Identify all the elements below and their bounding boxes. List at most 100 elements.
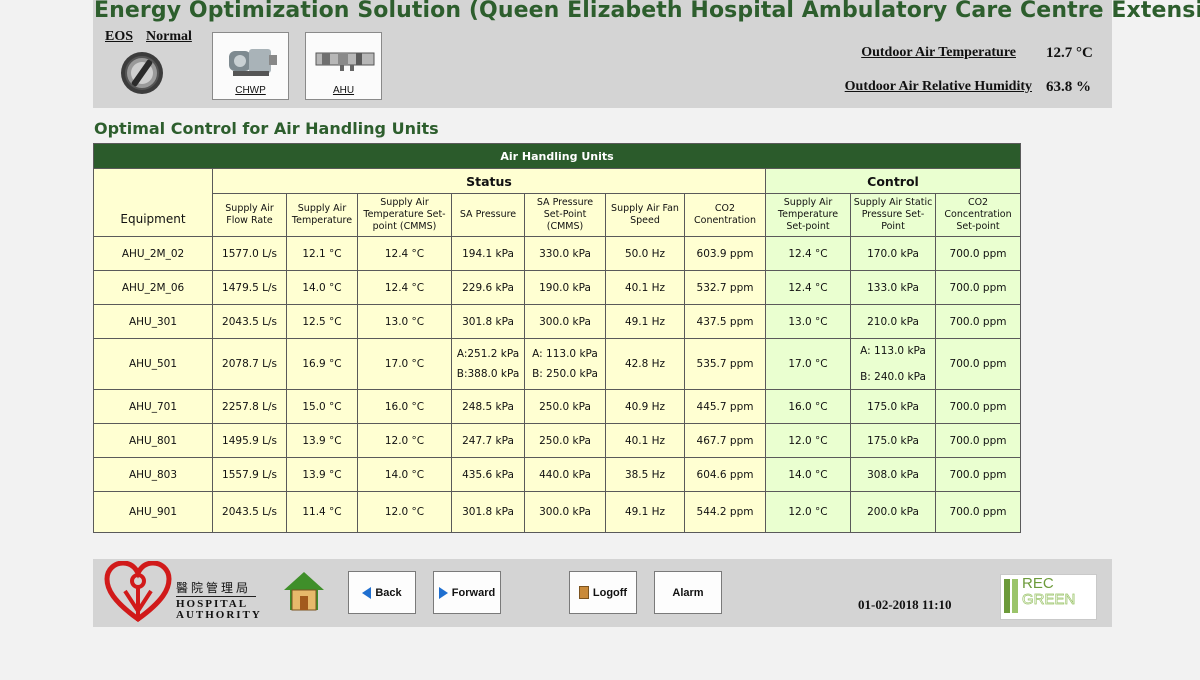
flow-cell: 1557.9 L/s (212, 457, 287, 492)
nav-tile-chwp[interactable]: CHWP (212, 32, 289, 100)
sa-pressure-cell: 301.8 kPa (451, 304, 525, 339)
fan-speed-cell: 40.1 Hz (605, 270, 685, 305)
equipment-cell[interactable]: AHU_803 (93, 457, 213, 492)
ctrl-co2-sp-cell[interactable]: 700.0 ppm (934, 457, 1022, 492)
fan-speed-cell: 42.8 Hz (605, 338, 685, 390)
temp-sp-cmms-cell: 16.0 °C (357, 389, 452, 424)
equipment-cell[interactable]: AHU_301 (93, 304, 213, 339)
logoff-button[interactable]: Logoff (569, 571, 637, 614)
ctrl-static-sp-cell[interactable]: 170.0 kPa (850, 236, 936, 271)
ctrl-co2-sp-cell[interactable]: 700.0 ppm (934, 491, 1022, 533)
logo-en-2: AUTHORITY (176, 609, 262, 621)
equipment-cell[interactable]: AHU_501 (93, 338, 213, 390)
sa-pressure-cell: 194.1 kPa (451, 236, 525, 271)
col-header: Supply Air Fan Speed (605, 193, 685, 237)
control-header: Control (764, 168, 1022, 194)
co2-cell: 603.9 ppm (684, 236, 766, 271)
fan-speed-cell: 40.1 Hz (605, 423, 685, 458)
sa-pressure-cell: A:251.2 kPa B:388.0 kPa (451, 338, 525, 390)
sa-pressure-cell: 248.5 kPa (451, 389, 525, 424)
rec-bar-1 (1004, 579, 1010, 613)
forward-arrow-icon (438, 586, 448, 599)
forward-button[interactable]: Forward (433, 571, 501, 614)
hospital-authority-logo-icon (103, 560, 173, 625)
flow-cell: 2043.5 L/s (212, 491, 287, 533)
equipment-cell[interactable]: AHU_801 (93, 423, 213, 458)
equipment-cell[interactable]: AHU_901 (93, 491, 213, 533)
rec-bar-2 (1012, 579, 1018, 613)
flow-cell: 2257.8 L/s (212, 389, 287, 424)
ctrl-co2-sp-cell[interactable]: 700.0 ppm (934, 389, 1022, 424)
fan-speed-cell: 50.0 Hz (605, 236, 685, 271)
col-header: Supply Air Static Pressure Set-Point (850, 193, 936, 237)
logo-cn-text: 醫院管理局 (176, 581, 252, 595)
alarm-label: Alarm (672, 586, 704, 599)
ctrl-static-sp-cell[interactable]: 210.0 kPa (850, 304, 936, 339)
ctrl-static-sp-cell[interactable]: 133.0 kPa (850, 270, 936, 305)
col-header: Supply Air Temperature Set-point (CMMS) (357, 193, 452, 237)
ctrl-static-sp-cell[interactable]: 308.0 kPa (850, 457, 936, 492)
equipment-cell[interactable]: AHU_701 (93, 389, 213, 424)
col-header: SA Pressure (451, 193, 525, 237)
sa-pressure-sp-cell: 190.0 kPa (524, 270, 606, 305)
ctrl-temp-sp-cell[interactable]: 17.0 °C (765, 338, 851, 390)
back-label: Back (375, 586, 402, 599)
home-icon[interactable] (282, 570, 326, 612)
nav-tile-ahu[interactable]: AHU (305, 32, 382, 100)
temp-sp-cmms-cell: 13.0 °C (357, 304, 452, 339)
table-row: AHU_2M_06 1479.5 L/s 14.0 °C 12.4 °C 229… (93, 270, 1022, 305)
nav-tile-chwp-label: CHWP (235, 85, 266, 96)
ctrl-co2-sp-cell[interactable]: 700.0 ppm (934, 304, 1022, 339)
ctrl-temp-sp-cell[interactable]: 16.0 °C (765, 389, 851, 424)
logoff-label: Logoff (592, 586, 628, 599)
mode-label[interactable]: Normal (146, 29, 192, 44)
ctrl-temp-sp-cell[interactable]: 12.4 °C (765, 236, 851, 271)
alarm-button[interactable]: Alarm (654, 571, 722, 614)
outdoor-rh-value: 63.8 % (1046, 79, 1091, 95)
temp-cell: 11.4 °C (286, 491, 358, 533)
ctrl-temp-sp-cell[interactable]: 12.4 °C (765, 270, 851, 305)
sa-pressure-sp-cell: 250.0 kPa (524, 389, 606, 424)
ctrl-co2-sp-cell[interactable]: 700.0 ppm (934, 270, 1022, 305)
temp-cell: 12.1 °C (286, 236, 358, 271)
ahu-icon (315, 52, 375, 71)
temp-sp-cmms-cell: 12.4 °C (357, 270, 452, 305)
flow-cell: 1577.0 L/s (212, 236, 287, 271)
back-arrow-icon (362, 586, 372, 599)
logo-en-1: HOSPITAL (176, 598, 249, 610)
ctrl-static-sp-cell[interactable]: 175.0 kPa (850, 423, 936, 458)
ctrl-static-sp-cell[interactable]: A: 113.0 kPa B: 240.0 kPa (850, 338, 936, 390)
sa-pressure-cell: 435.6 kPa (451, 457, 525, 492)
ctrl-co2-sp-cell[interactable]: 700.0 ppm (934, 338, 1022, 390)
ctrl-static-sp-cell[interactable]: 200.0 kPa (850, 491, 936, 533)
sa-pressure-sp-cell: 300.0 kPa (524, 304, 606, 339)
back-button[interactable]: Back (348, 571, 416, 614)
ctrl-temp-sp-cell[interactable]: 13.0 °C (765, 304, 851, 339)
ctrl-static-sp-cell[interactable]: 175.0 kPa (850, 389, 936, 424)
ctrl-static-sp-b[interactable]: B: 240.0 kPa (860, 371, 926, 383)
app-title: Energy Optimization Solution (Queen Eliz… (94, 0, 1200, 23)
ctrl-co2-sp-cell[interactable]: 700.0 ppm (934, 423, 1022, 458)
ctrl-static-sp-a[interactable]: A: 113.0 kPa (860, 345, 926, 357)
equipment-cell[interactable]: AHU_2M_06 (93, 270, 213, 305)
sa-pressure-sp-b: B: 250.0 kPa (532, 368, 598, 380)
eos-label[interactable]: EOS (105, 29, 134, 44)
rec-text: REC (1022, 575, 1054, 592)
ctrl-temp-sp-cell[interactable]: 12.0 °C (765, 491, 851, 533)
sa-pressure-sp-cell: A: 113.0 kPa B: 250.0 kPa (524, 338, 606, 390)
ctrl-co2-sp-cell[interactable]: 700.0 ppm (934, 236, 1022, 271)
outdoor-temp-label[interactable]: Outdoor Air Temperature (861, 45, 1016, 60)
outdoor-rh-label[interactable]: Outdoor Air Relative Humidity (844, 79, 1032, 94)
col-header: CO2 Conentration (684, 193, 766, 237)
table-row: AHU_301 2043.5 L/s 12.5 °C 13.0 °C 301.8… (93, 304, 1022, 339)
temp-cell: 15.0 °C (286, 389, 358, 424)
mode-dial-icon[interactable] (117, 50, 167, 96)
sa-pressure-sp-a: A: 113.0 kPa (532, 348, 598, 360)
flow-cell: 2043.5 L/s (212, 304, 287, 339)
temp-sp-cmms-cell: 17.0 °C (357, 338, 452, 390)
equipment-cell[interactable]: AHU_2M_02 (93, 236, 213, 271)
ctrl-temp-sp-cell[interactable]: 14.0 °C (765, 457, 851, 492)
col-header: SA Pressure Set-Point (CMMS) (524, 193, 606, 237)
logo-divider (176, 596, 256, 597)
ctrl-temp-sp-cell[interactable]: 12.0 °C (765, 423, 851, 458)
